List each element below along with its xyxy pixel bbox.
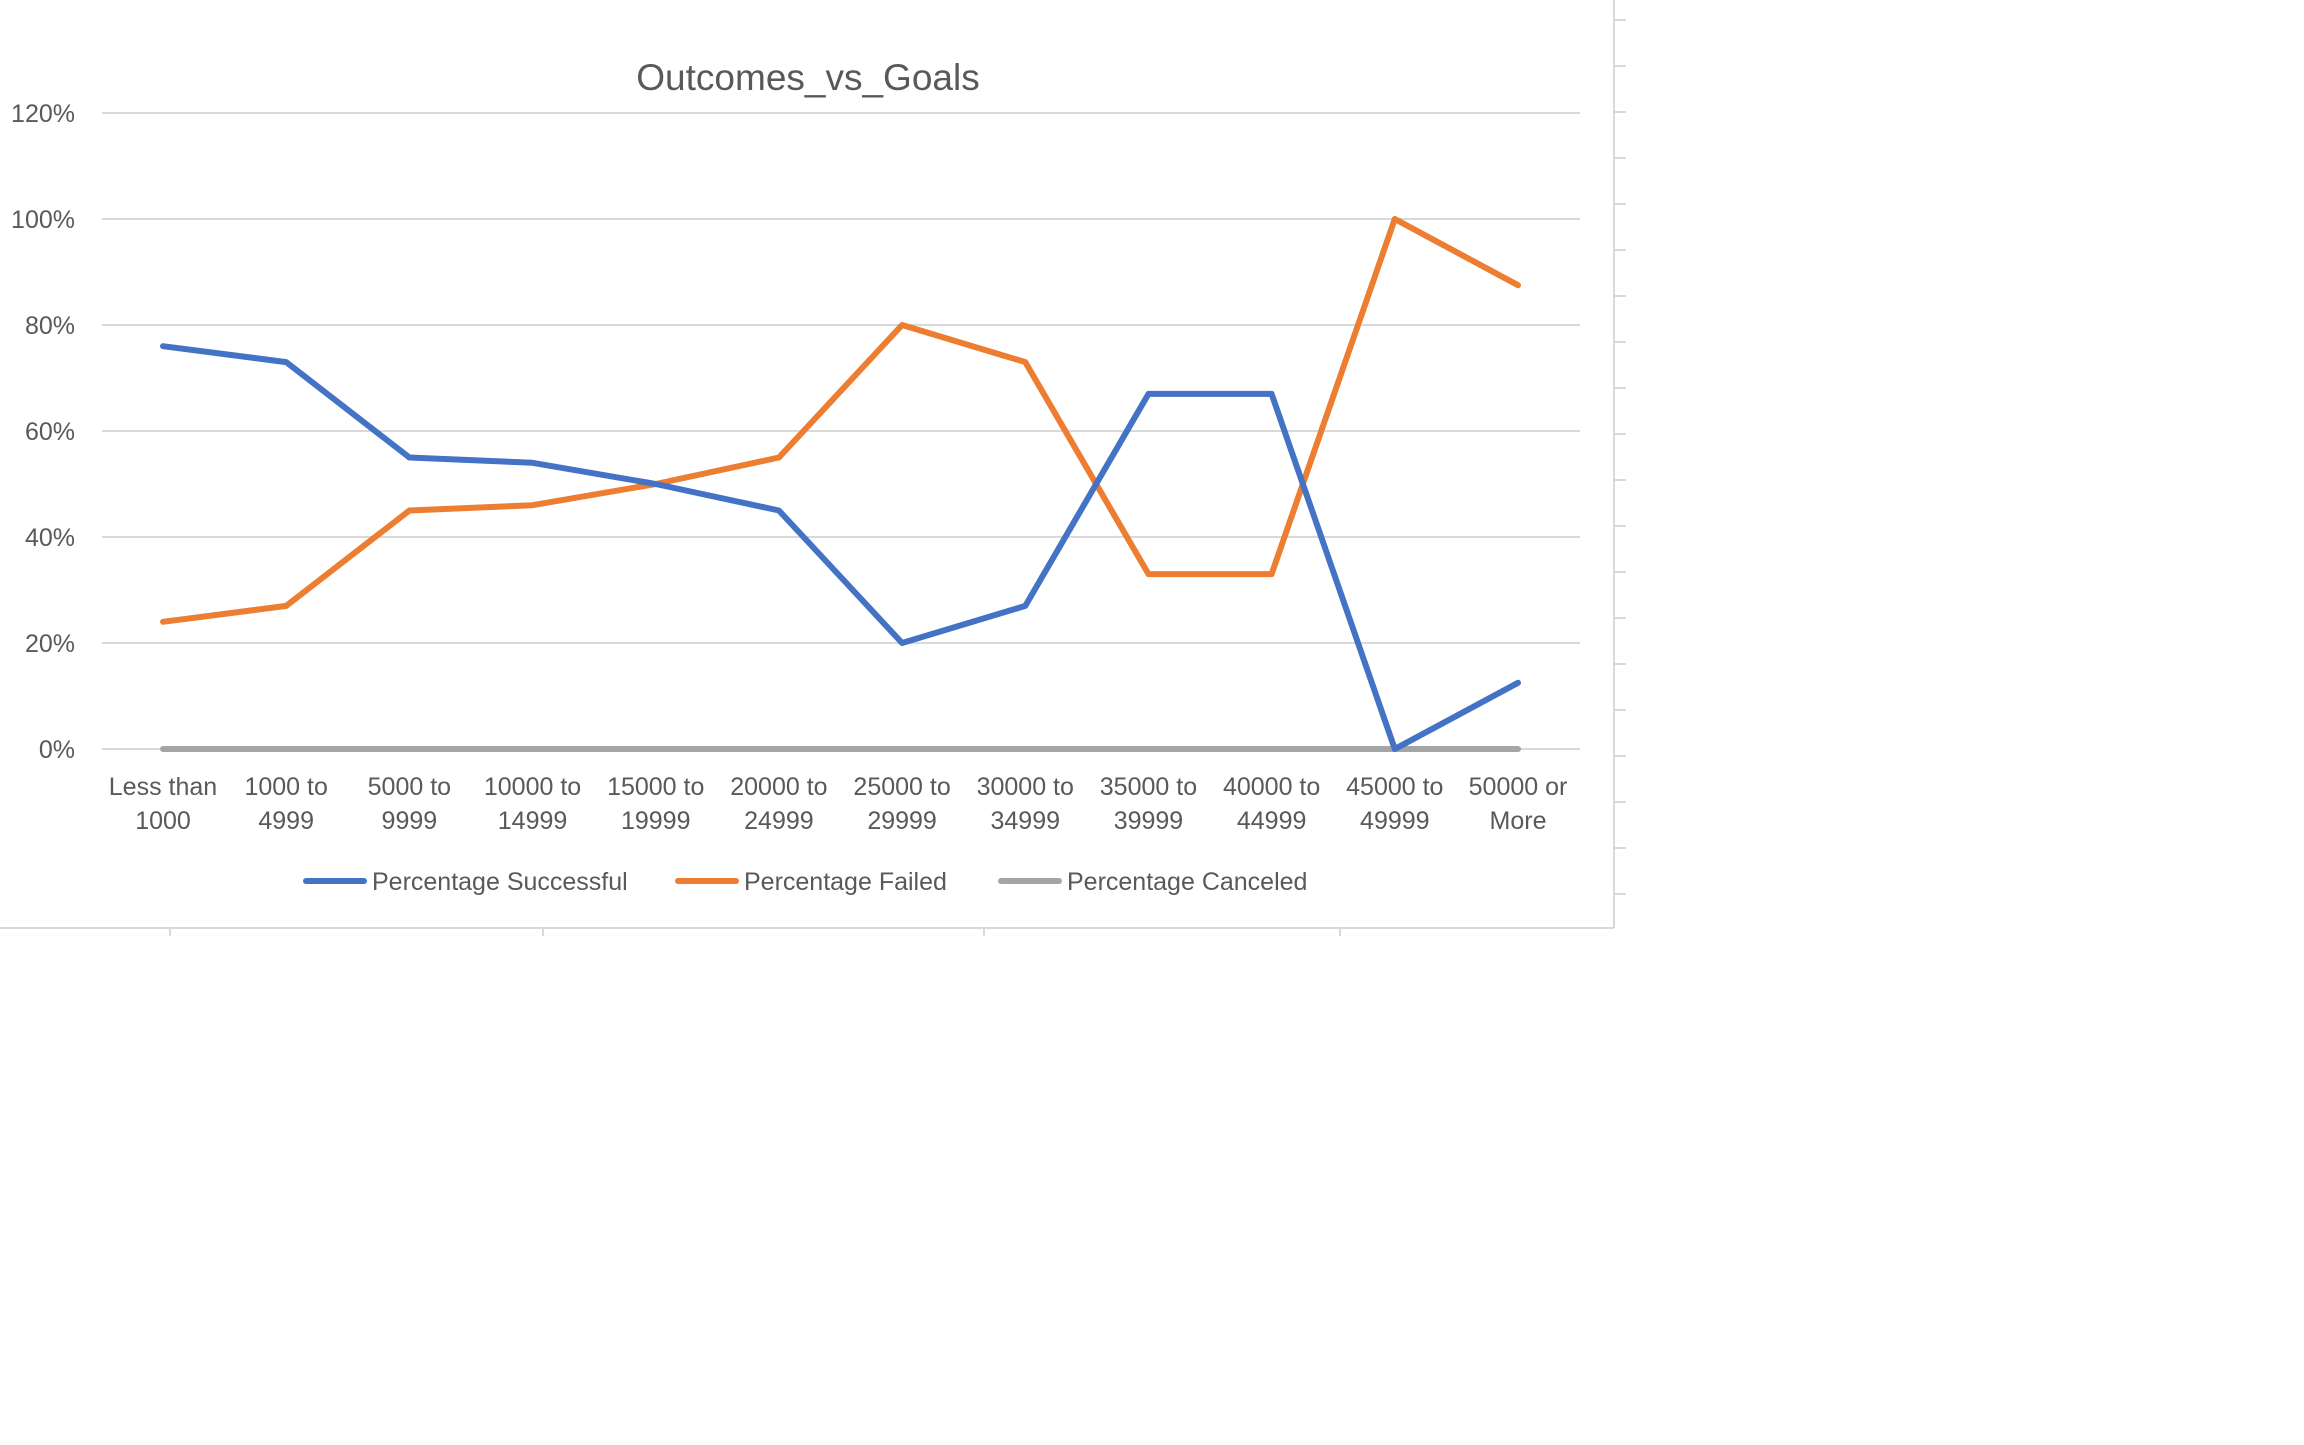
x-tick-label: 35000 to [1100,773,1197,801]
series-line-1 [160,343,1521,752]
x-tick-label: 40000 to [1223,773,1320,801]
x-tick-label: 15000 to [607,773,704,801]
y-axis: 0% 20% 40% 60% 80% 100% 120% [11,100,75,764]
x-tick-label: 24999 [744,807,814,835]
legend-label: Percentage Successful [372,868,628,896]
x-tick-label: 25000 to [853,773,950,801]
x-tick-label: 1000 [135,807,191,835]
legend: Percentage Successful Percentage Failed Pe… [303,868,1307,896]
y-tick-label: 20% [25,630,75,658]
x-tick-label: 9999 [382,807,438,835]
x-tick-label: 29999 [867,807,937,835]
x-axis: Less than 1000 1000 to 4999 5000 to 9999 10000… [109,773,1568,835]
x-tick-label: 14999 [498,807,568,835]
x-tick-label: More [1490,807,1547,835]
x-tick-label: 10000 to [484,773,581,801]
chart-title: Outcomes_vs_Goals [636,57,979,98]
gridlines [102,112,1580,750]
legend-label: Percentage Failed [744,868,947,896]
legend-label: Percentage Canceled [1067,868,1307,896]
series-line-2 [160,216,1521,625]
x-tick-label: 4999 [258,807,314,835]
y-tick-label: 80% [25,312,75,340]
x-tick-label: 1000 to [244,773,327,801]
x-tick-label: 39999 [1114,807,1184,835]
x-tick-label: 20000 to [730,773,827,801]
x-tick-label: Less than [109,773,217,801]
x-tick-label: 49999 [1360,807,1430,835]
y-tick-label: 100% [11,206,75,234]
x-tick-label: 30000 to [977,773,1074,801]
y-tick-label: 60% [25,418,75,446]
worksheet-gridline-ticks [169,19,1626,936]
x-tick-label: 44999 [1237,807,1307,835]
x-tick-label: 19999 [621,807,691,835]
x-tick-label: 5000 to [368,773,451,801]
y-tick-label: 40% [25,524,75,552]
x-tick-label: 50000 or [1469,773,1568,801]
series-lines [160,216,1521,752]
x-tick-label: 34999 [991,807,1061,835]
y-tick-label: 120% [11,100,75,128]
x-tick-label: 45000 to [1346,773,1443,801]
y-tick-label: 0% [39,736,75,764]
